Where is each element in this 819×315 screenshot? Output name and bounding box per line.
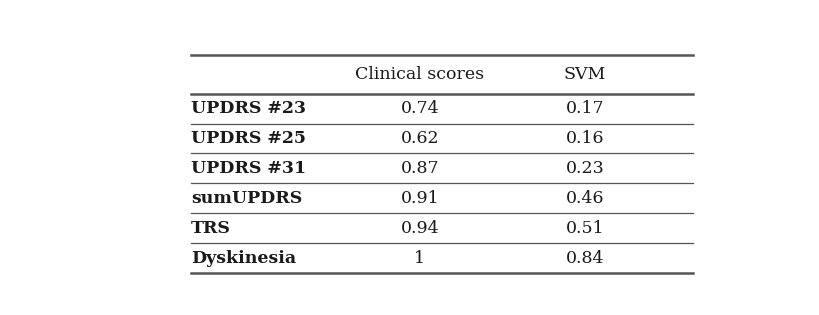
Text: 0.23: 0.23 <box>565 160 604 177</box>
Text: 0.94: 0.94 <box>400 220 439 237</box>
Text: 1: 1 <box>414 249 425 266</box>
Text: SVM: SVM <box>563 66 606 83</box>
Text: UPDRS #31: UPDRS #31 <box>192 160 306 177</box>
Text: 0.87: 0.87 <box>400 160 439 177</box>
Text: TRS: TRS <box>192 220 231 237</box>
Text: sumUPDRS: sumUPDRS <box>192 190 302 207</box>
Text: 0.62: 0.62 <box>400 130 439 147</box>
Text: Dyskinesia: Dyskinesia <box>192 249 296 266</box>
Text: 0.16: 0.16 <box>565 130 604 147</box>
Text: 0.84: 0.84 <box>565 249 604 266</box>
Text: Clinical scores: Clinical scores <box>355 66 484 83</box>
Text: 0.51: 0.51 <box>565 220 604 237</box>
Text: 0.91: 0.91 <box>400 190 439 207</box>
Text: 0.74: 0.74 <box>400 100 439 117</box>
Text: 0.46: 0.46 <box>565 190 604 207</box>
Text: 0.17: 0.17 <box>565 100 604 117</box>
Text: UPDRS #23: UPDRS #23 <box>192 100 306 117</box>
Text: UPDRS #25: UPDRS #25 <box>192 130 306 147</box>
